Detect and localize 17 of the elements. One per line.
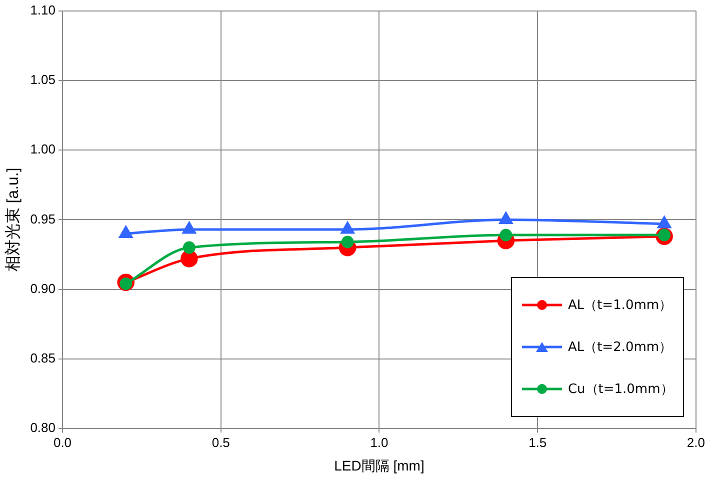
y-tick-label: 0.80	[30, 420, 56, 436]
y-tick-label: 0.90	[30, 280, 56, 296]
legend-label: AL（t=1.0mm）	[568, 296, 672, 314]
x-axis-title: LED間隔 [mm]	[334, 457, 424, 474]
x-tick-label: 1.5	[528, 434, 547, 450]
legend-label: AL（t=2.0mm）	[568, 338, 672, 356]
x-tick-label: 2.0	[686, 434, 706, 450]
y-tick-label: 1.05	[30, 72, 56, 88]
x-tick-label: 1.0	[370, 434, 388, 450]
x-tick-label: 0.5	[212, 434, 230, 450]
x-tick-label: 0.0	[53, 434, 72, 450]
y-tick-label: 1.00	[30, 142, 56, 157]
y-tick-label: 1.10	[30, 2, 56, 18]
y-tick-label: 0.85	[30, 350, 56, 366]
y-tick-label: 0.95	[30, 211, 56, 226]
y-axis-title: 相対光束 [a.u.]	[4, 168, 22, 272]
legend-label: Cu（t=1.0mm）	[568, 380, 674, 398]
